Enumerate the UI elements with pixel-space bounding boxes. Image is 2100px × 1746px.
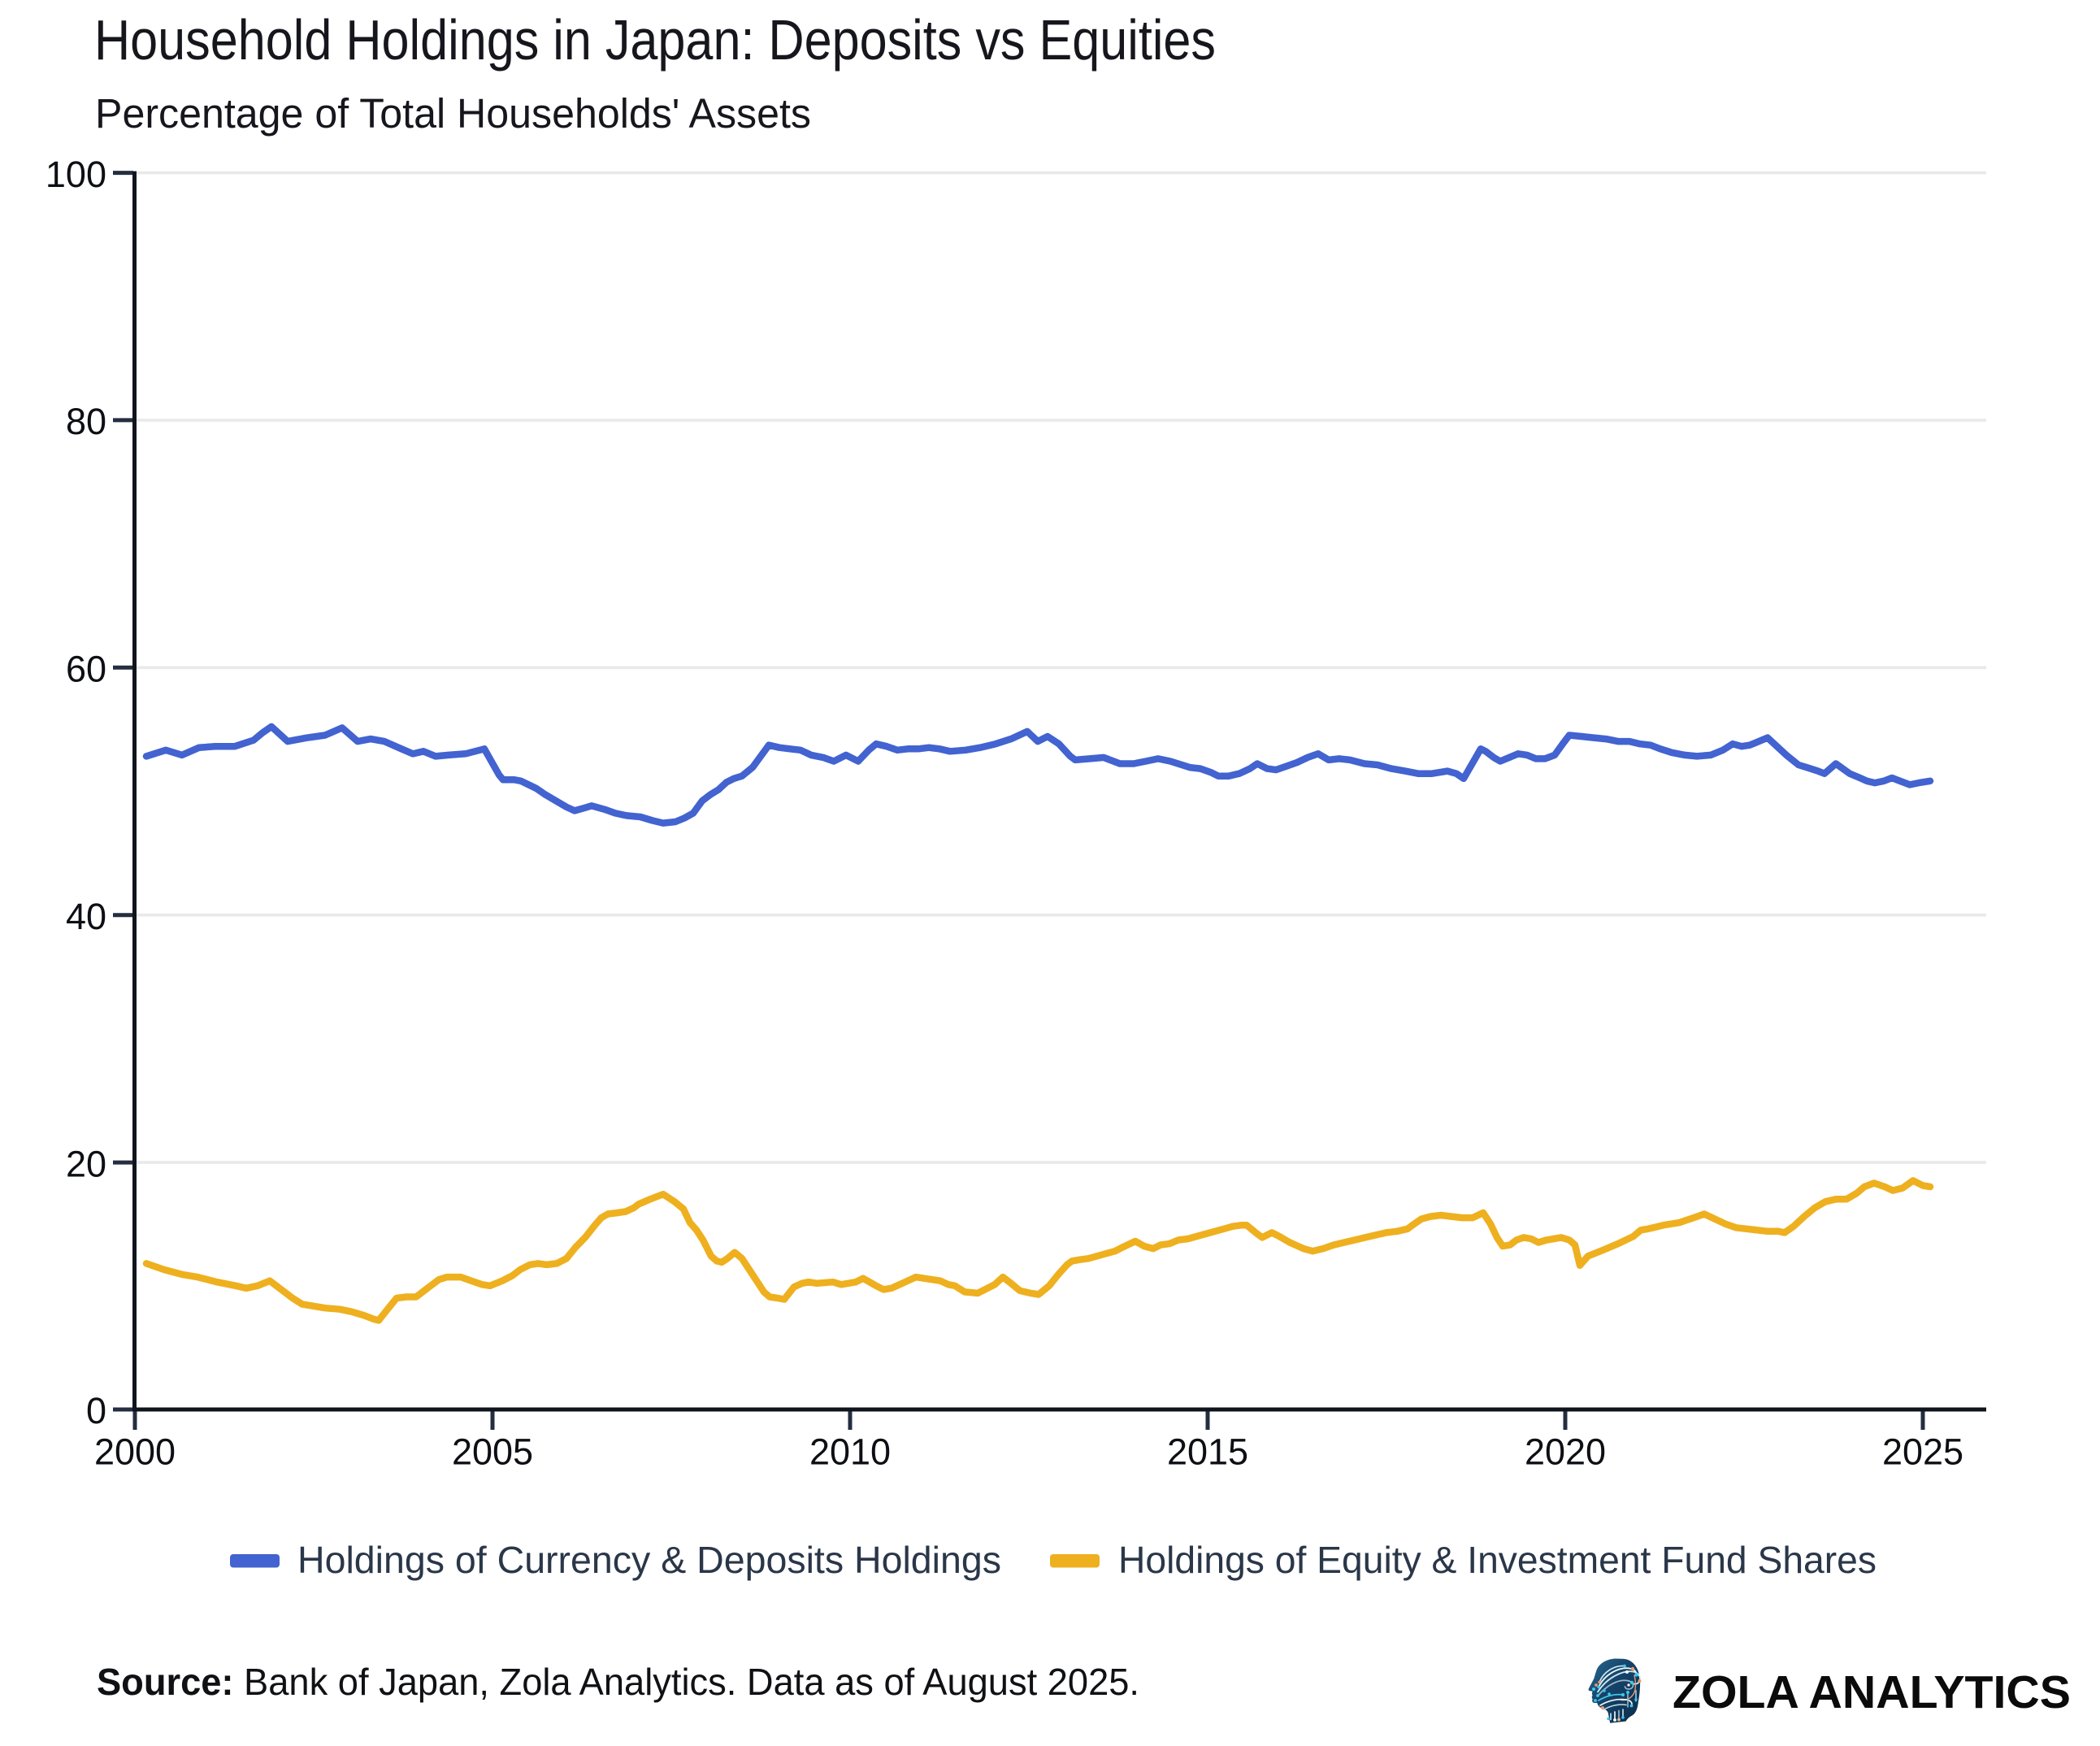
svg-text:80: 80 — [66, 401, 106, 442]
svg-text:Percentage of Total Households: Percentage of Total Households' Assets — [95, 90, 811, 137]
svg-text:Holdings of Equity & Investmen: Holdings of Equity & Investment Fund Sha… — [1118, 1539, 1877, 1581]
svg-text:2015: 2015 — [1167, 1431, 1248, 1473]
svg-text:2020: 2020 — [1525, 1431, 1606, 1473]
svg-text:60: 60 — [66, 649, 106, 690]
svg-text:100: 100 — [46, 154, 106, 195]
svg-text:Source: Bank of Japan, Zola An: Source: Bank of Japan, Zola Analytics. D… — [97, 1661, 1139, 1703]
svg-text:2000: 2000 — [94, 1431, 176, 1473]
svg-text:Holdings of Currency & Deposit: Holdings of Currency & Deposits Holdings — [297, 1539, 1001, 1581]
svg-text:20: 20 — [66, 1143, 106, 1184]
svg-text:2025: 2025 — [1882, 1431, 1963, 1473]
svg-text:2005: 2005 — [452, 1431, 533, 1473]
svg-text:2010: 2010 — [809, 1431, 891, 1473]
svg-text:Household Holdings in Japan: D: Household Holdings in Japan: Deposits vs… — [94, 8, 1216, 72]
svg-text:40: 40 — [66, 896, 106, 937]
svg-text:0: 0 — [86, 1390, 106, 1431]
svg-text:ZOLA ANALYTICS: ZOLA ANALYTICS — [1673, 1666, 2071, 1718]
